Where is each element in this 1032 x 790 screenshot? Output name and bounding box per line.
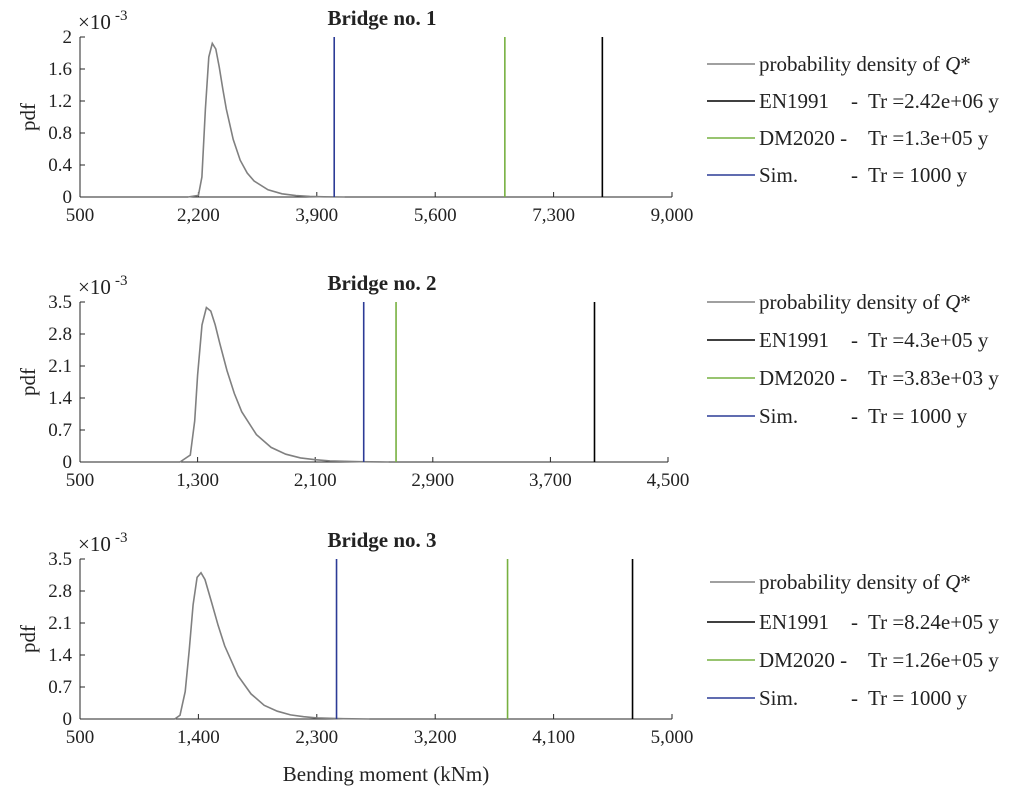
y-axis-label: pdf	[16, 368, 40, 396]
legend-value: Tr =8.24e+05 y	[868, 610, 999, 634]
x-tick-label: 7,300	[532, 205, 575, 226]
legend-value: Tr =2.42e+06 y	[868, 89, 999, 113]
y-tick-label: 1.2	[48, 91, 72, 112]
chart-title: Bridge no. 3	[327, 528, 436, 552]
pdf-curve	[187, 41, 345, 198]
legend-value: Tr =1.26e+05 y	[868, 648, 999, 672]
legend-name: DM2020 -	[759, 366, 847, 390]
chart-title: Bridge no. 1	[327, 6, 436, 30]
legend-separator: -	[851, 163, 858, 187]
x-tick-label: 1,400	[177, 727, 220, 748]
x-tick-label: 4,500	[647, 470, 690, 491]
x-tick-label: 500	[66, 470, 95, 491]
y-tick-label: 1.4	[48, 645, 72, 666]
legend-name: DM2020 -	[759, 126, 847, 150]
chart-panel-2: 500 1,300 2,100 2,900 3,700 4,500 0 0.7 1.4 2.1 2.…	[16, 271, 999, 491]
legend-label-pdf: probability density of Q*	[759, 52, 971, 76]
chart-panel-1: 500 2,200 3,900 5,600 7,300 9,000 0 0.4 0.8 1.2 1.…	[16, 6, 999, 226]
legend-name: DM2020 -	[759, 648, 847, 672]
legend: probability density of Q* EN1991 Tr =8.24e…	[707, 570, 999, 710]
legend-separator: -	[851, 610, 858, 634]
y-tick-label: 0	[63, 452, 73, 473]
y-axis-label: pdf	[16, 625, 40, 653]
x-tick-label: 5,600	[414, 205, 457, 226]
pdf-curve	[179, 306, 389, 463]
x-tick-label: 1,300	[176, 470, 219, 491]
y-tick-label: 2.1	[48, 356, 72, 377]
y-scale-factor: ×10	[78, 275, 111, 299]
legend-name: EN1991	[759, 89, 829, 113]
y-scale-factor: ×10	[78, 10, 111, 34]
y-tick-label: 2.1	[48, 613, 72, 634]
x-tick-label: 3,900	[295, 205, 338, 226]
y-tick-label: 3.5	[48, 549, 72, 570]
x-tick-label: 3,700	[529, 470, 572, 491]
y-tick-label: 2	[63, 27, 73, 48]
legend-name: Sim.	[759, 163, 798, 187]
legend-label-pdf: probability density of Q*	[759, 570, 971, 594]
legend-name: Sim.	[759, 404, 798, 428]
legend-value: Tr = 1000 y	[868, 163, 968, 187]
legend-value: Tr =1.3e+05 y	[868, 126, 989, 150]
x-tick-label: 2,100	[294, 470, 337, 491]
x-tick-label: 500	[66, 205, 95, 226]
legend-label-pdf: probability density of Q*	[759, 290, 971, 314]
x-tick-label: 500	[66, 727, 95, 748]
x-axis-label: Bending moment (kNm)	[283, 762, 489, 786]
x-tick-label: 2,300	[295, 727, 338, 748]
legend: probability density of Q* EN1991 Tr =2.42e…	[707, 52, 999, 187]
pdf-curve	[174, 571, 370, 720]
y-scale-exponent: -3	[115, 8, 128, 24]
y-tick-label: 0.7	[48, 677, 72, 698]
x-tick-label: 3,200	[414, 727, 457, 748]
y-tick-label: 0.4	[48, 155, 72, 176]
chart-title: Bridge no. 2	[327, 271, 436, 295]
x-tick-label: 5,000	[651, 727, 694, 748]
y-tick-label: 2.8	[48, 581, 72, 602]
y-tick-label: 0	[63, 709, 73, 730]
y-scale-exponent: -3	[115, 273, 128, 289]
legend-name: EN1991	[759, 328, 829, 352]
y-tick-label: 1.4	[48, 388, 72, 409]
x-tick-label: 2,900	[411, 470, 454, 491]
y-tick-label: 0	[63, 187, 73, 208]
legend: probability density of Q* EN1991 Tr =4.3e+…	[707, 290, 999, 428]
legend-name: EN1991	[759, 610, 829, 634]
legend-separator: -	[851, 686, 858, 710]
y-tick-label: 2.8	[48, 324, 72, 345]
y-axis-label: pdf	[16, 103, 40, 131]
y-tick-label: 0.8	[48, 123, 72, 144]
legend-value: Tr =3.83e+03 y	[868, 366, 999, 390]
y-scale-exponent: -3	[115, 530, 128, 546]
y-tick-label: 3.5	[48, 292, 72, 313]
legend-name: Sim.	[759, 686, 798, 710]
y-tick-label: 1.6	[48, 59, 72, 80]
chart-panel-3: 500 1,400 2,300 3,200 4,100 5,000 0 0.7 1.4 2.1 2.…	[16, 528, 999, 748]
x-tick-label: 9,000	[651, 205, 694, 226]
legend-value: Tr =4.3e+05 y	[868, 328, 989, 352]
y-scale-factor: ×10	[78, 532, 111, 556]
legend-separator: -	[851, 404, 858, 428]
x-tick-label: 4,100	[532, 727, 575, 748]
legend-separator: -	[851, 328, 858, 352]
y-tick-label: 0.7	[48, 420, 72, 441]
x-tick-label: 2,200	[177, 205, 220, 226]
legend-value: Tr = 1000 y	[868, 686, 968, 710]
legend-value: Tr = 1000 y	[868, 404, 968, 428]
legend-separator: -	[851, 89, 858, 113]
